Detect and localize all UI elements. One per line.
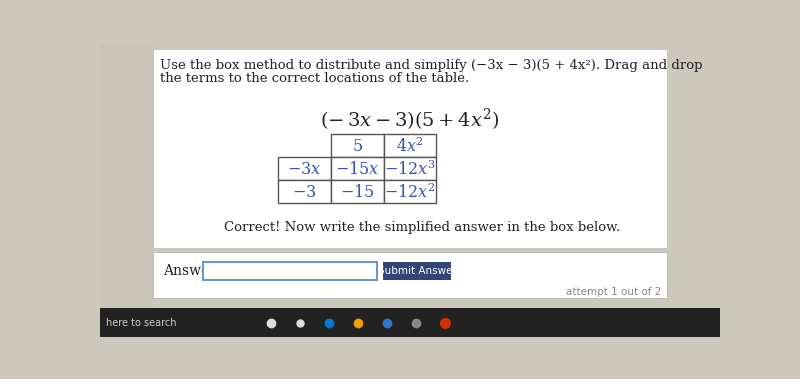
Text: $-12x^2$: $-12x^2$ [384, 182, 436, 201]
Bar [203, 262, 378, 280]
Text: Use the box method to distribute and simplify (−3x − 3)(5 + 4x²). Drag and drop: Use the box method to distribute and sim… [161, 60, 703, 72]
Bar [278, 180, 331, 203]
Text: $-15x$: $-15x$ [335, 160, 379, 177]
Text: Answer:: Answer: [163, 264, 221, 278]
Text: Correct! Now write the simplified answer in the box below.: Correct! Now write the simplified answer… [224, 221, 620, 234]
Text: $-3$: $-3$ [292, 184, 317, 200]
Text: $5$: $5$ [352, 138, 363, 153]
Bar [384, 180, 436, 203]
Bar [100, 308, 720, 337]
Bar [153, 49, 667, 248]
Bar [331, 157, 384, 180]
Text: $-12x^3$: $-12x^3$ [384, 159, 436, 178]
Text: $(-\,3x - 3)(5 + 4x^2)$: $(-\,3x - 3)(5 + 4x^2)$ [320, 107, 500, 133]
Bar [384, 134, 436, 157]
Text: here to search: here to search [106, 318, 177, 328]
Bar [384, 157, 436, 180]
Text: the terms to the correct locations of the table.: the terms to the correct locations of th… [161, 72, 470, 85]
Bar [278, 157, 331, 180]
Bar [153, 252, 667, 298]
Bar [383, 262, 451, 280]
Bar [331, 180, 384, 203]
Bar [331, 134, 384, 157]
Text: attempt 1 out of 2: attempt 1 out of 2 [566, 287, 662, 297]
Text: $4x^2$: $4x^2$ [396, 136, 424, 155]
Bar [100, 45, 153, 337]
Text: $-15$: $-15$ [340, 183, 374, 200]
Text: $-3x$: $-3x$ [287, 161, 322, 177]
Text: Submit Answer: Submit Answer [378, 266, 457, 276]
